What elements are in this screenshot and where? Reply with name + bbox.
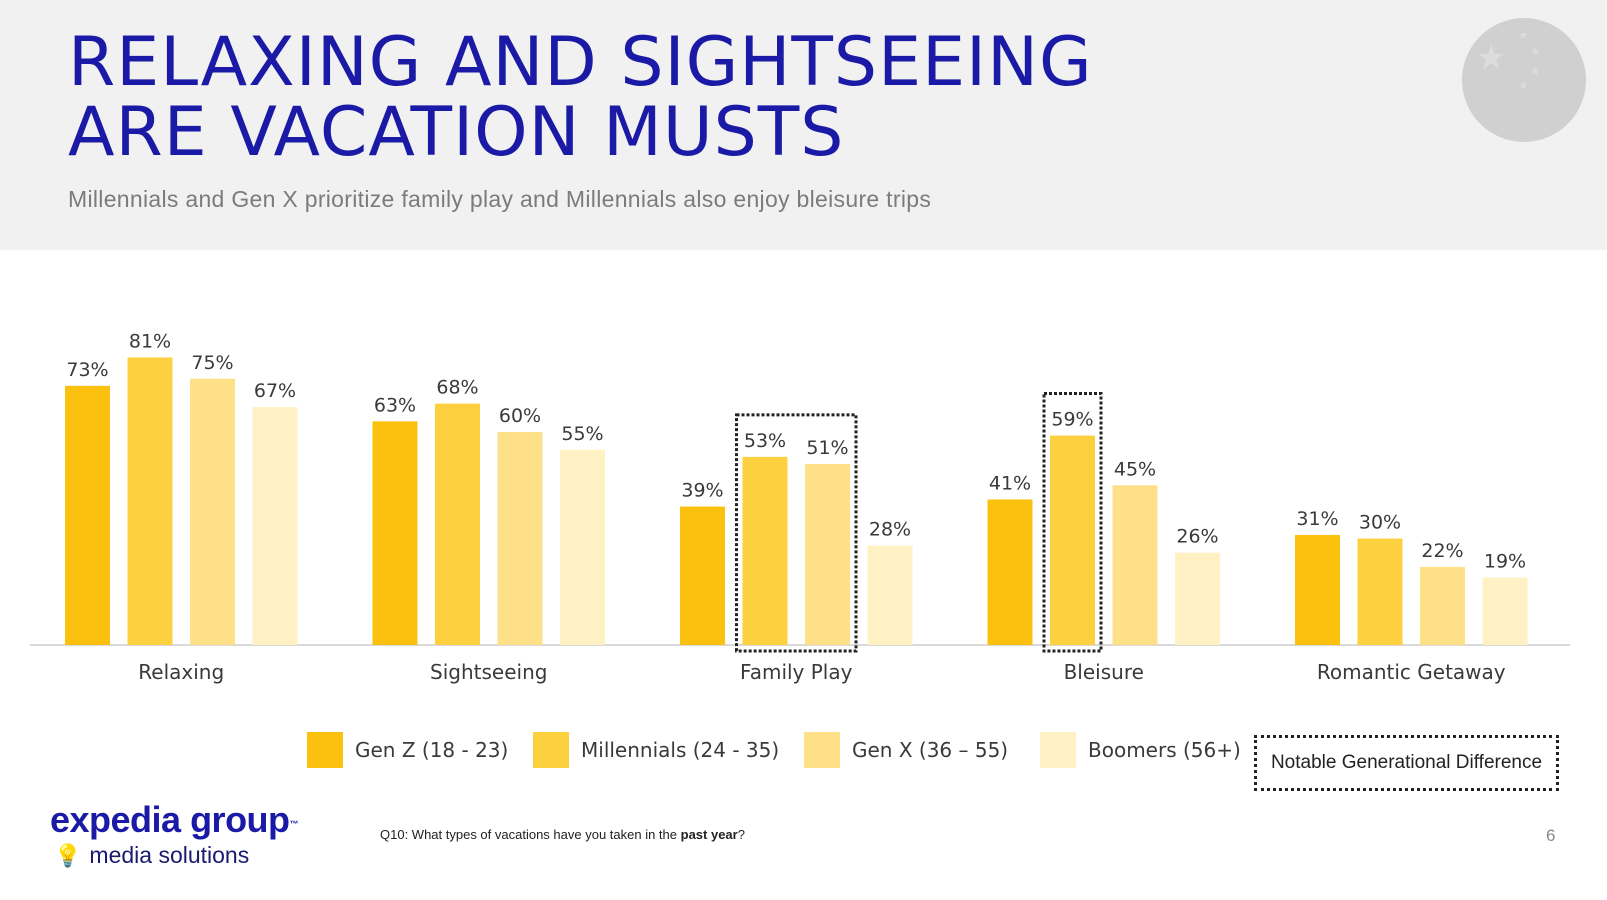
legend-swatch-boomers-56 <box>1040 732 1076 768</box>
legend-label-gen-z-18-23: Gen Z (18 - 23) <box>355 738 508 762</box>
data-label-relaxing-gen-z-18-23: 73% <box>66 359 108 381</box>
bar-family-play-gen-x-36-55 <box>805 463 850 645</box>
legend-swatch-gen-x-36-55 <box>804 732 840 768</box>
bar-bleisure-gen-z-18-23 <box>987 499 1033 645</box>
data-label-relaxing-boomers-56: 67% <box>254 380 296 402</box>
legend-swatch-gen-z-18-23 <box>307 732 343 768</box>
lightbulb-icon: 💡 <box>54 842 82 868</box>
bar-relaxing-gen-x-36-55 <box>190 378 235 645</box>
bar-relaxing-millennials-24-35 <box>127 357 173 645</box>
data-label-sightseeing-gen-z-18-23: 63% <box>374 394 416 416</box>
bar-romantic-getaway-boomers-56 <box>1482 577 1528 645</box>
logo-wordmark: expedia group <box>50 799 290 840</box>
header-band: RELAXING AND SIGHTSEEING ARE VACATION MU… <box>0 0 1607 250</box>
legend-label-gen-x-36-55: Gen X (36 – 55) <box>852 738 1008 762</box>
footnote-prefix: Q10: What types of vacations have you ta… <box>380 827 681 842</box>
footnote-suffix: ? <box>737 827 745 842</box>
data-label-family-play-gen-x-36-55: 51% <box>806 437 848 459</box>
highlight-box-bleisure <box>1042 392 1103 653</box>
category-label-relaxing: Relaxing <box>138 660 224 684</box>
legend-label-boomers-56: Boomers (56+) <box>1088 738 1241 762</box>
page-subtitle: Millennials and Gen X prioritize family … <box>68 186 932 212</box>
category-label-sightseeing: Sightseeing <box>430 660 547 684</box>
bar-family-play-millennials-24-35 <box>742 456 788 645</box>
bar-romantic-getaway-millennials-24-35 <box>1357 538 1403 645</box>
category-label-romantic-getaway: Romantic Getaway <box>1317 660 1506 684</box>
data-label-romantic-getaway-gen-z-18-23: 31% <box>1296 508 1338 530</box>
data-label-bleisure-millennials-24-35: 59% <box>1051 409 1093 431</box>
data-label-sightseeing-boomers-56: 55% <box>561 423 603 445</box>
footnote-bold: past year <box>680 827 738 842</box>
legend-swatch-millennials-24-35 <box>533 732 569 768</box>
data-label-romantic-getaway-millennials-24-35: 30% <box>1359 512 1401 534</box>
bar-romantic-getaway-gen-x-36-55 <box>1420 566 1465 645</box>
category-label-bleisure: Bleisure <box>1064 660 1144 684</box>
bar-relaxing-boomers-56 <box>252 407 298 645</box>
page-number: 6 <box>1546 826 1556 845</box>
bar-sightseeing-gen-z-18-23 <box>372 421 418 645</box>
logo-subtitle: media solutions <box>89 842 250 868</box>
china-flag-icon: ★ ★ ★ ★ ★ <box>1462 18 1586 142</box>
bar-bleisure-millennials-24-35 <box>1050 435 1095 645</box>
notable-difference-legend: Notable Generational Difference <box>1254 735 1559 791</box>
bar-chart: 73% 81% 75% 67% Relaxing 63% 68% 60% 55% Sightsee… <box>30 330 1570 768</box>
title-line-1: RELAXING AND SIGHTSEEING <box>68 23 1093 102</box>
data-label-family-play-millennials-24-35: 53% <box>744 430 786 452</box>
bar-family-play-gen-z-18-23 <box>680 506 725 645</box>
legend-label-millennials-24-35: Millennials (24 - 35) <box>581 738 779 762</box>
bar-bleisure-boomers-56 <box>1175 552 1220 645</box>
data-label-relaxing-millennials-24-35: 81% <box>129 330 171 352</box>
bar-sightseeing-millennials-24-35 <box>435 403 480 645</box>
data-label-sightseeing-millennials-24-35: 68% <box>436 377 478 399</box>
survey-question-footnote: Q10: What types of vacations have you ta… <box>380 827 745 842</box>
page-title: RELAXING AND SIGHTSEEING ARE VACATION MU… <box>68 28 1268 168</box>
bar-sightseeing-boomers-56 <box>560 449 605 645</box>
data-label-family-play-gen-z-18-23: 39% <box>681 480 723 502</box>
data-label-bleisure-boomers-56: 26% <box>1176 526 1218 548</box>
bar-bleisure-gen-x-36-55 <box>1112 485 1158 645</box>
category-label-family-play: Family Play <box>740 660 853 684</box>
data-label-romantic-getaway-boomers-56: 19% <box>1484 551 1526 573</box>
bar-family-play-boomers-56 <box>867 545 913 645</box>
expedia-group-logo: expedia group™ 💡 media solutions <box>50 799 299 869</box>
data-label-family-play-boomers-56: 28% <box>869 519 911 541</box>
bar-relaxing-gen-z-18-23 <box>65 385 110 645</box>
data-label-sightseeing-gen-x-36-55: 60% <box>499 405 541 427</box>
title-line-2: ARE VACATION MUSTS <box>68 93 845 172</box>
data-label-bleisure-gen-z-18-23: 41% <box>989 472 1031 494</box>
data-label-romantic-getaway-gen-x-36-55: 22% <box>1421 540 1463 562</box>
bar-romantic-getaway-gen-z-18-23 <box>1295 534 1340 645</box>
data-label-relaxing-gen-x-36-55: 75% <box>191 352 233 374</box>
data-label-bleisure-gen-x-36-55: 45% <box>1114 458 1156 480</box>
bar-sightseeing-gen-x-36-55 <box>497 432 543 645</box>
highlight-box-family-play <box>735 413 858 653</box>
logo-trademark: ™ <box>289 819 299 829</box>
